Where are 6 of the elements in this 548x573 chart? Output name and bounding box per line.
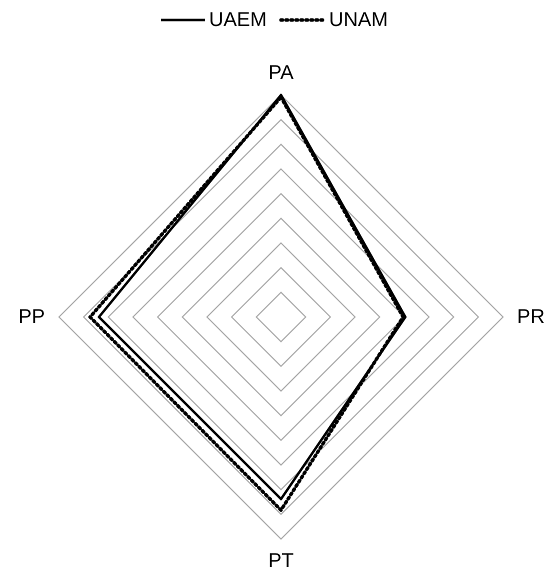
spoke-label: PA: [268, 62, 294, 84]
spoke-label: PP: [18, 306, 45, 328]
spoke-label: PR: [517, 306, 545, 328]
legend-label: UNAM: [329, 9, 388, 31]
legend-label: UAEM: [209, 9, 267, 31]
spoke-label: PT: [268, 550, 294, 572]
